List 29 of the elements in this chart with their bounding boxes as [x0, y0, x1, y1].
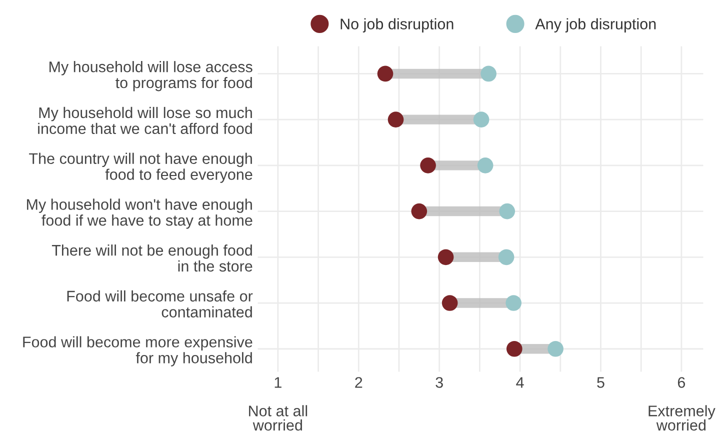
- x-tick-label: 1 Not at all worried: [249, 377, 308, 431]
- point: [377, 66, 394, 82]
- point: [438, 249, 454, 266]
- point: [420, 158, 436, 174]
- point: [499, 203, 516, 220]
- x-tick-label: 2: [355, 377, 362, 388]
- y-tick-label: My household will lose so much income that we can't afford food: [38, 106, 252, 134]
- y-tick-label: My household won't have enough food if we have to stay at home: [27, 198, 252, 229]
- legend-label: Any job disruption: [535, 18, 656, 32]
- point: [498, 249, 514, 266]
- point: [442, 295, 458, 311]
- point: [388, 112, 404, 128]
- legend-label: No job disruption: [340, 18, 454, 32]
- y-tick-label: My household will lose access to programs for food: [50, 61, 252, 92]
- y-tick-label: Food will become unsafe or contaminated: [67, 290, 253, 318]
- point: [473, 112, 490, 128]
- point: [411, 203, 428, 220]
- point: [477, 158, 494, 174]
- x-tick-label: 4: [516, 377, 524, 388]
- y-tick-label: There will not be enough food in the store: [52, 244, 252, 272]
- point: [480, 66, 496, 82]
- x-tick-label: 5: [597, 377, 604, 388]
- x-tick-label: 6 Extremely worried: [648, 377, 716, 431]
- point: [506, 340, 522, 357]
- y-tick-label: Food will become more expensive for my household: [23, 336, 252, 366]
- y-tick-label: The country will not have enough food to feed everyone: [29, 152, 252, 183]
- point: [548, 340, 564, 357]
- x-tick-label: 3: [436, 377, 443, 388]
- point: [506, 295, 522, 311]
